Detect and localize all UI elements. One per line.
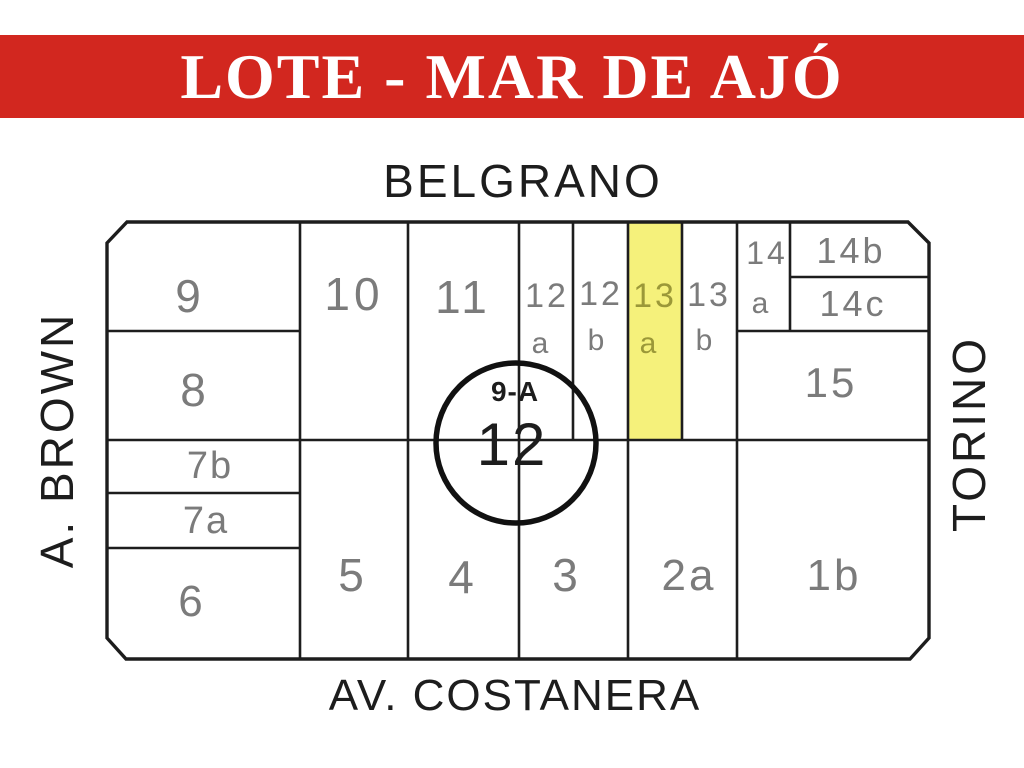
lot-13a-highlight (628, 222, 682, 440)
lot-4-label: 4 (448, 551, 478, 603)
street-label-belgrano: BELGRANO (383, 155, 663, 207)
lot-12b-number: 12 (579, 275, 623, 313)
lot-14a-letter: a (751, 287, 769, 320)
lot-9-label: 9 (175, 270, 205, 322)
lot-2a-label: 2a (661, 551, 717, 600)
street-label-torino: TORINO (943, 335, 995, 533)
lot-12a-letter: a (531, 327, 549, 360)
parcel-lines (107, 222, 929, 659)
lot-10-label: 10 (324, 268, 384, 320)
lot-1b-label: 1b (806, 551, 862, 600)
lot-12a-number: 12 (525, 277, 569, 315)
lot-3-label: 3 (552, 549, 582, 601)
lot-14c-label: 14c (819, 283, 887, 324)
lot-7a-label: 7a (182, 500, 230, 542)
lot-12b-letter: b (587, 324, 605, 357)
highlight-circle (433, 360, 599, 526)
lot-11-label: 11 (435, 271, 491, 323)
lot-13a-letter: a (639, 327, 657, 360)
lot-8-label: 8 (180, 364, 210, 416)
lot-14b-label: 14b (816, 230, 886, 271)
lot-13a-number: 13 (633, 277, 677, 315)
lot-15-label: 15 (804, 359, 858, 406)
title-banner: LOTE - MAR DE AJÓ (0, 35, 1024, 118)
block-outline (105, 220, 931, 661)
street-label-a-brown: A. BROWN (31, 311, 83, 569)
lot-6-label: 6 (178, 577, 206, 626)
lot-14a-number: 14 (746, 235, 788, 271)
lot-7b-label: 7b (186, 445, 234, 487)
street-label-av-costanera: AV. COSTANERA (328, 671, 702, 720)
circle-lot-12-label: 12 (476, 411, 548, 478)
lot-13b-letter: b (695, 324, 713, 357)
page-title: LOTE - MAR DE AJÓ (180, 40, 844, 112)
circle-lot-9a-label: 9-A (490, 376, 540, 407)
lot-13b-number: 13 (687, 276, 731, 314)
lot-5-label: 5 (338, 549, 368, 601)
